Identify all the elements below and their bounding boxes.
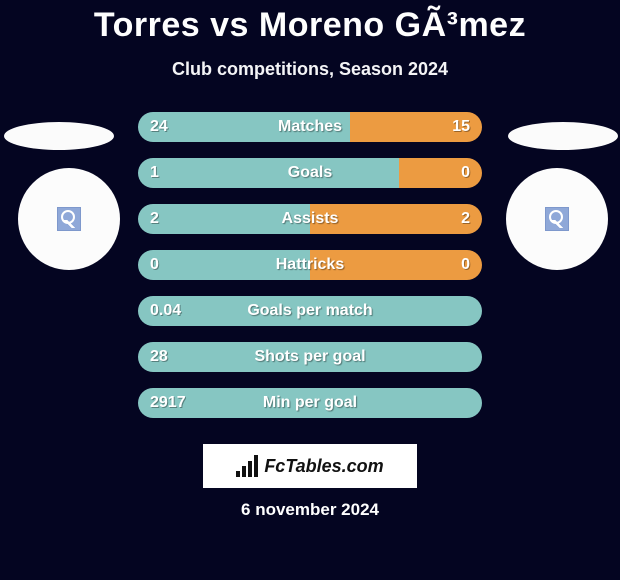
row-label: Min per goal (138, 388, 482, 418)
comparison-bars: 2415Matches 10Goals 22Assists 00Hattricks 0.… (138, 112, 482, 434)
page-subtitle: Club competitions, Season 2024 (0, 59, 620, 80)
row-label: Hattricks (138, 250, 482, 280)
footer-brand-text: FcTables.com (264, 456, 383, 477)
comparison-row: 10Goals (138, 158, 482, 188)
comparison-row: 2415Matches (138, 112, 482, 142)
comparison-row: 00Hattricks (138, 250, 482, 280)
avatar-left (18, 168, 120, 270)
page-title: Torres vs Moreno GÃ³mez (0, 0, 620, 45)
comparison-row: 28Shots per goal (138, 342, 482, 372)
bar-chart-icon (236, 455, 258, 477)
placeholder-image-icon (57, 207, 81, 231)
flag-right (508, 122, 618, 150)
avatar-right (506, 168, 608, 270)
placeholder-image-icon (545, 207, 569, 231)
footer-date: 6 november 2024 (0, 500, 620, 520)
row-label: Matches (138, 112, 482, 142)
row-label: Goals per match (138, 296, 482, 326)
row-label: Assists (138, 204, 482, 234)
footer-brand: FcTables.com (203, 444, 417, 488)
row-label: Goals (138, 158, 482, 188)
comparison-row: 0.04Goals per match (138, 296, 482, 326)
row-label: Shots per goal (138, 342, 482, 372)
flag-left (4, 122, 114, 150)
comparison-row: 2917Min per goal (138, 388, 482, 418)
comparison-row: 22Assists (138, 204, 482, 234)
